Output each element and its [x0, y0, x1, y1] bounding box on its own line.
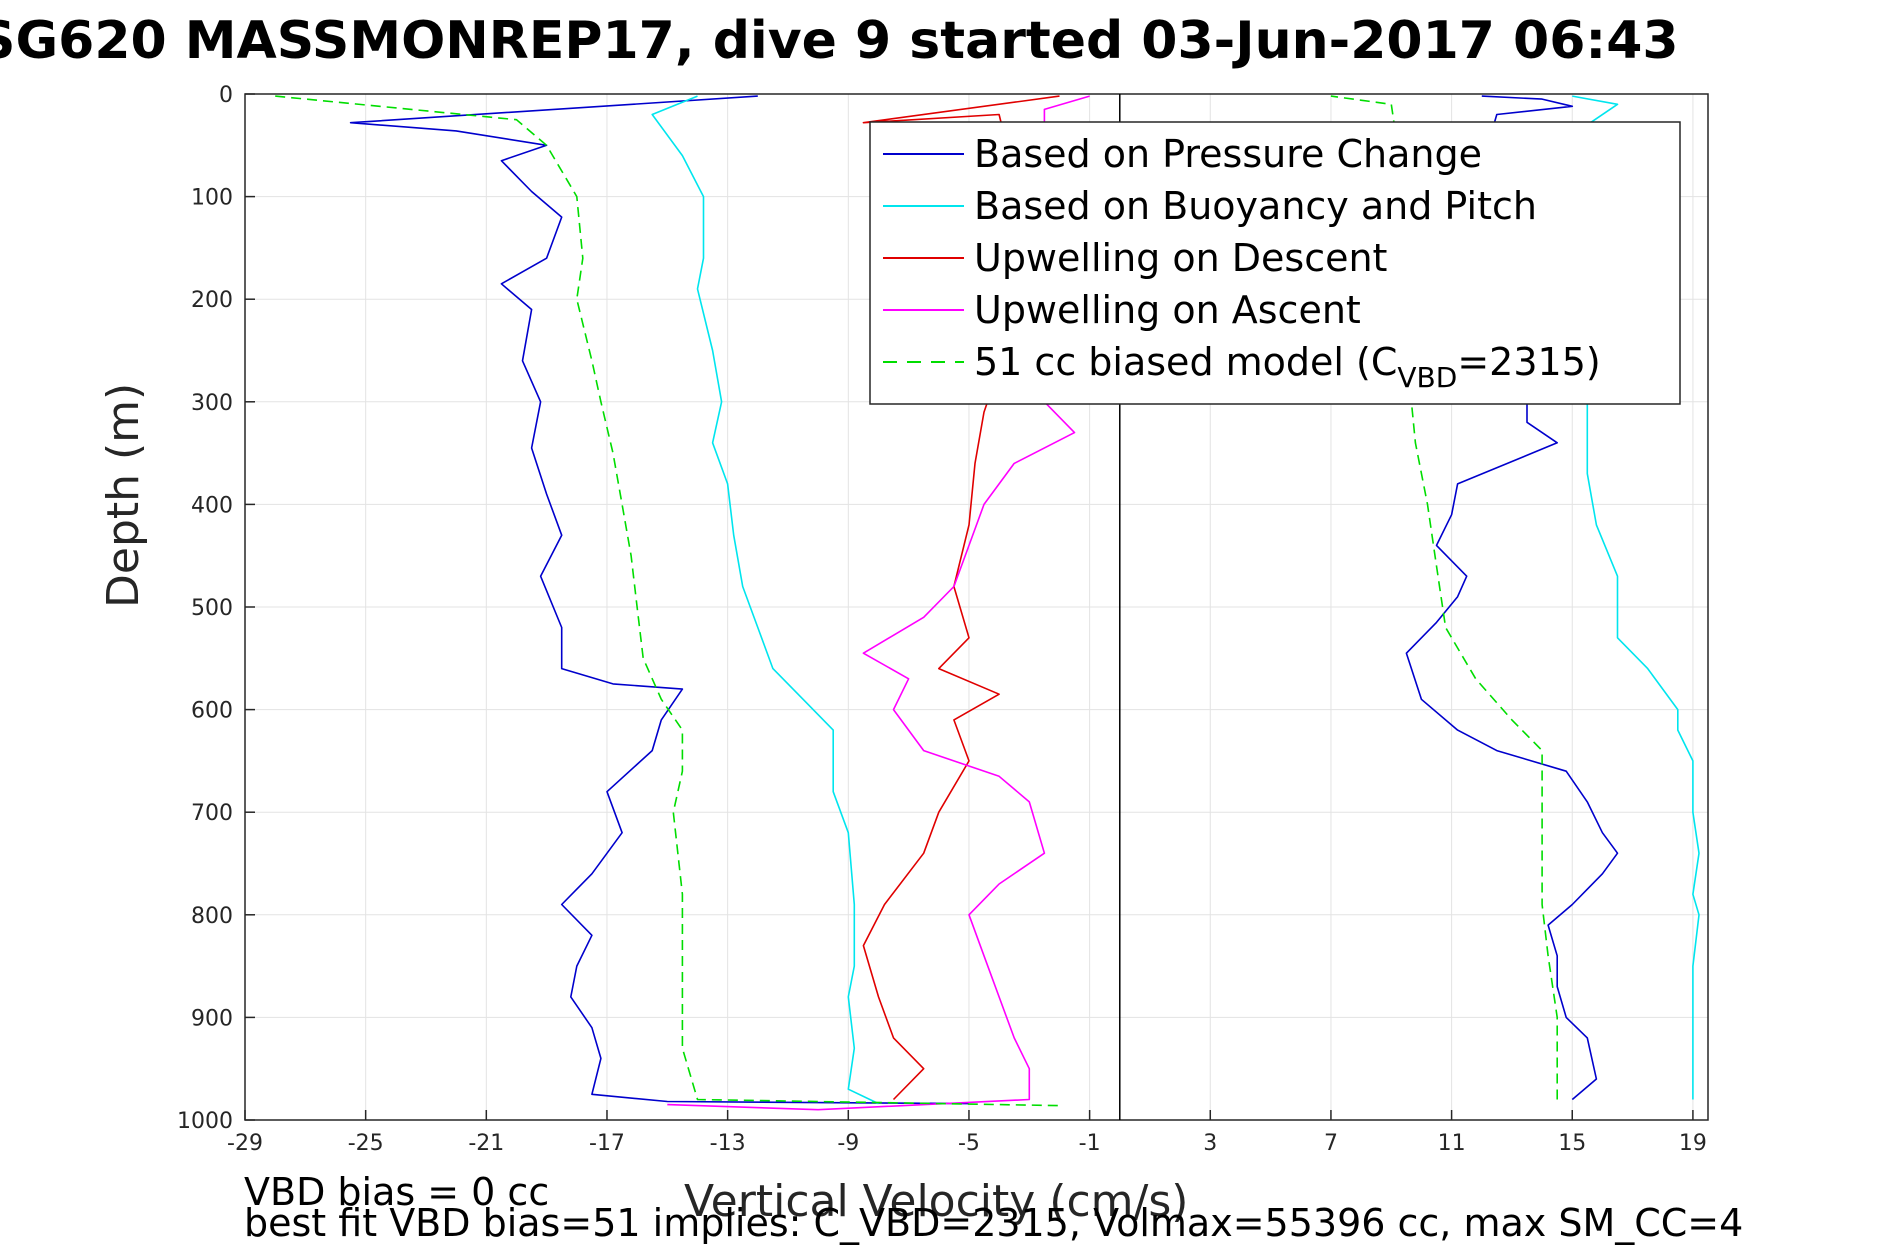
y-axis-label: Depth (m) — [98, 383, 149, 608]
x-tick-label: 15 — [1558, 1131, 1586, 1156]
x-tick-label: -1 — [1079, 1131, 1101, 1156]
x-tick-label: -5 — [958, 1131, 980, 1156]
series-buoyancy-descent — [651, 95, 879, 1105]
series-upasc-ascent — [667, 95, 1090, 1111]
x-tick-label: 7 — [1324, 1131, 1338, 1156]
series-pressure-descent — [349, 95, 970, 1105]
legend-label-model: 51 cc biased model (CVBD=2315) — [974, 340, 1601, 394]
legend: Based on Pressure Change Based on Buoyanc… — [869, 121, 1681, 405]
y-tick-label: 900 — [191, 1006, 233, 1031]
legend-label-pressure: Based on Pressure Change — [974, 132, 1482, 176]
chart-title: SG620 MASSMONREP17, dive 9 started 03-Ju… — [0, 11, 1679, 71]
x-tick-label: -9 — [837, 1131, 859, 1156]
x-tick-label: -29 — [227, 1131, 263, 1156]
y-tick-label: 200 — [191, 288, 233, 313]
y-tick-label: 400 — [191, 493, 233, 518]
y-tick-label: 100 — [191, 186, 233, 211]
y-tick-label: 300 — [191, 391, 233, 416]
x-axis-label: Vertical Velocity (cm/s) — [684, 1176, 1188, 1227]
y-tick-label: 0 — [219, 83, 233, 108]
x-tick-label: -25 — [348, 1131, 384, 1156]
legend-label-upasc: Upwelling on Ascent — [974, 288, 1361, 332]
tick-labels: -29 -25 -21 -17 -13 -9 -5 -1 3 7 11 15 1901002003004… — [177, 83, 1707, 1156]
x-tick-label: 11 — [1438, 1131, 1466, 1156]
legend-label-buoyancy: Based on Buoyancy and Pitch — [974, 184, 1537, 228]
x-tick-label: 19 — [1679, 1131, 1707, 1156]
y-tick-label: 700 — [191, 801, 233, 826]
best-fit-note: best fit VBD bias=51 implies: C_VBD=2315… — [244, 1201, 1743, 1245]
x-tick-label: -21 — [468, 1131, 504, 1156]
x-tick-label: -13 — [710, 1131, 746, 1156]
legend-box — [869, 121, 1681, 405]
series-model-descent — [275, 95, 1060, 1107]
y-tick-label: 800 — [191, 904, 233, 929]
vbd-bias-note: VBD bias = 0 cc — [244, 1170, 549, 1214]
y-tick-label: 500 — [191, 596, 233, 621]
y-tick-label: 600 — [191, 699, 233, 724]
y-tick-label: 1000 — [177, 1109, 233, 1134]
legend-label-updesc: Upwelling on Descent — [974, 236, 1387, 280]
x-tick-label: -17 — [589, 1131, 625, 1156]
x-tick-label: 3 — [1203, 1131, 1217, 1156]
